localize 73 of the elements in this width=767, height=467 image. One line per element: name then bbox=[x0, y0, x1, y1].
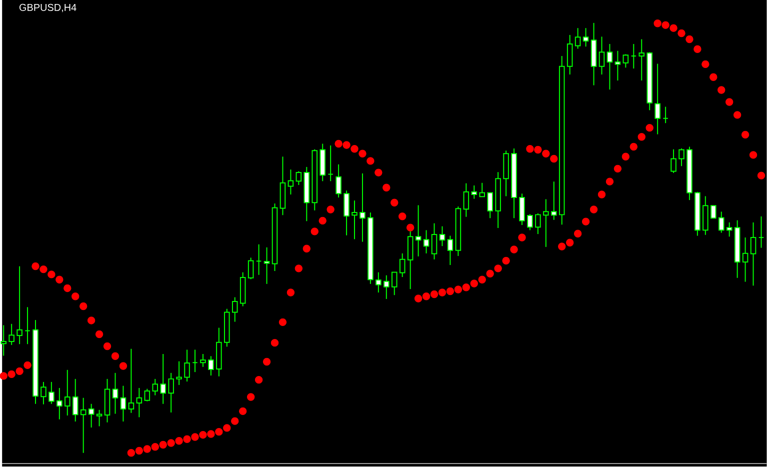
candlestick bbox=[527, 214, 533, 231]
candlestick bbox=[176, 361, 182, 386]
candlestick bbox=[376, 272, 382, 294]
candlestick bbox=[638, 38, 645, 82]
candlestick bbox=[360, 173, 366, 242]
candlestick bbox=[415, 204, 422, 258]
candlestick bbox=[192, 349, 198, 373]
candlestick bbox=[256, 244, 262, 276]
candlestick bbox=[726, 222, 732, 238]
candlestick bbox=[519, 193, 525, 226]
candlestick bbox=[352, 200, 358, 240]
candlestick bbox=[96, 410, 102, 427]
candlestick bbox=[391, 272, 398, 296]
candlestick bbox=[630, 44, 637, 70]
candlestick bbox=[152, 378, 158, 396]
candlestick bbox=[264, 247, 270, 285]
candlestick bbox=[598, 36, 605, 76]
candlestick bbox=[208, 356, 214, 376]
candlestick bbox=[16, 266, 22, 345]
candlestick bbox=[136, 388, 142, 418]
candlestick bbox=[384, 275, 390, 300]
candlestick bbox=[463, 183, 470, 218]
candlestick bbox=[80, 398, 86, 454]
candlestick bbox=[8, 324, 14, 346]
candlestick bbox=[654, 63, 660, 135]
candlestick bbox=[160, 354, 166, 405]
candlestick bbox=[582, 28, 589, 48]
candlestick bbox=[168, 372, 174, 414]
candlestick bbox=[662, 106, 668, 124]
candlestick bbox=[344, 190, 350, 236]
candlestick bbox=[471, 185, 478, 200]
candlestick bbox=[758, 216, 764, 249]
candlestick bbox=[487, 192, 493, 219]
candlestick bbox=[543, 198, 549, 248]
candlestick bbox=[622, 54, 629, 68]
candlestick bbox=[566, 34, 573, 76]
candlestick bbox=[40, 382, 46, 406]
chart-title: GBPUSD,H4 bbox=[19, 4, 76, 12]
candlestick bbox=[24, 306, 30, 345]
candlestick bbox=[184, 349, 190, 382]
candlestick bbox=[670, 149, 676, 174]
candlestick bbox=[535, 213, 541, 235]
candlestick bbox=[296, 170, 302, 186]
candlestick bbox=[742, 237, 748, 282]
candlestick bbox=[710, 205, 716, 219]
candlestick bbox=[423, 230, 430, 254]
candlestick bbox=[120, 386, 126, 422]
candlestick bbox=[551, 181, 557, 221]
candlestick bbox=[606, 44, 613, 90]
candlestick bbox=[232, 296, 238, 322]
candlestick bbox=[614, 50, 621, 82]
candlestick bbox=[328, 145, 334, 182]
candlestick bbox=[399, 253, 406, 278]
candlestick bbox=[574, 28, 581, 50]
candlestick bbox=[128, 348, 134, 414]
candlestick bbox=[288, 169, 294, 196]
candlestick bbox=[336, 164, 342, 198]
candlestick bbox=[447, 235, 454, 266]
candlestick bbox=[88, 404, 94, 428]
candlestick bbox=[48, 382, 54, 405]
candlestick bbox=[72, 378, 78, 422]
candlestick bbox=[56, 388, 62, 420]
candlestick bbox=[718, 211, 724, 234]
candlestick bbox=[439, 226, 446, 247]
candlestick bbox=[64, 370, 70, 416]
candlestick bbox=[678, 148, 684, 167]
candlestick bbox=[144, 388, 150, 402]
candlestick bbox=[248, 257, 254, 280]
candlestick bbox=[431, 223, 438, 260]
candlestick bbox=[112, 372, 118, 414]
candlestick bbox=[200, 354, 206, 368]
candlestick bbox=[750, 222, 756, 286]
candlestick bbox=[479, 182, 486, 198]
